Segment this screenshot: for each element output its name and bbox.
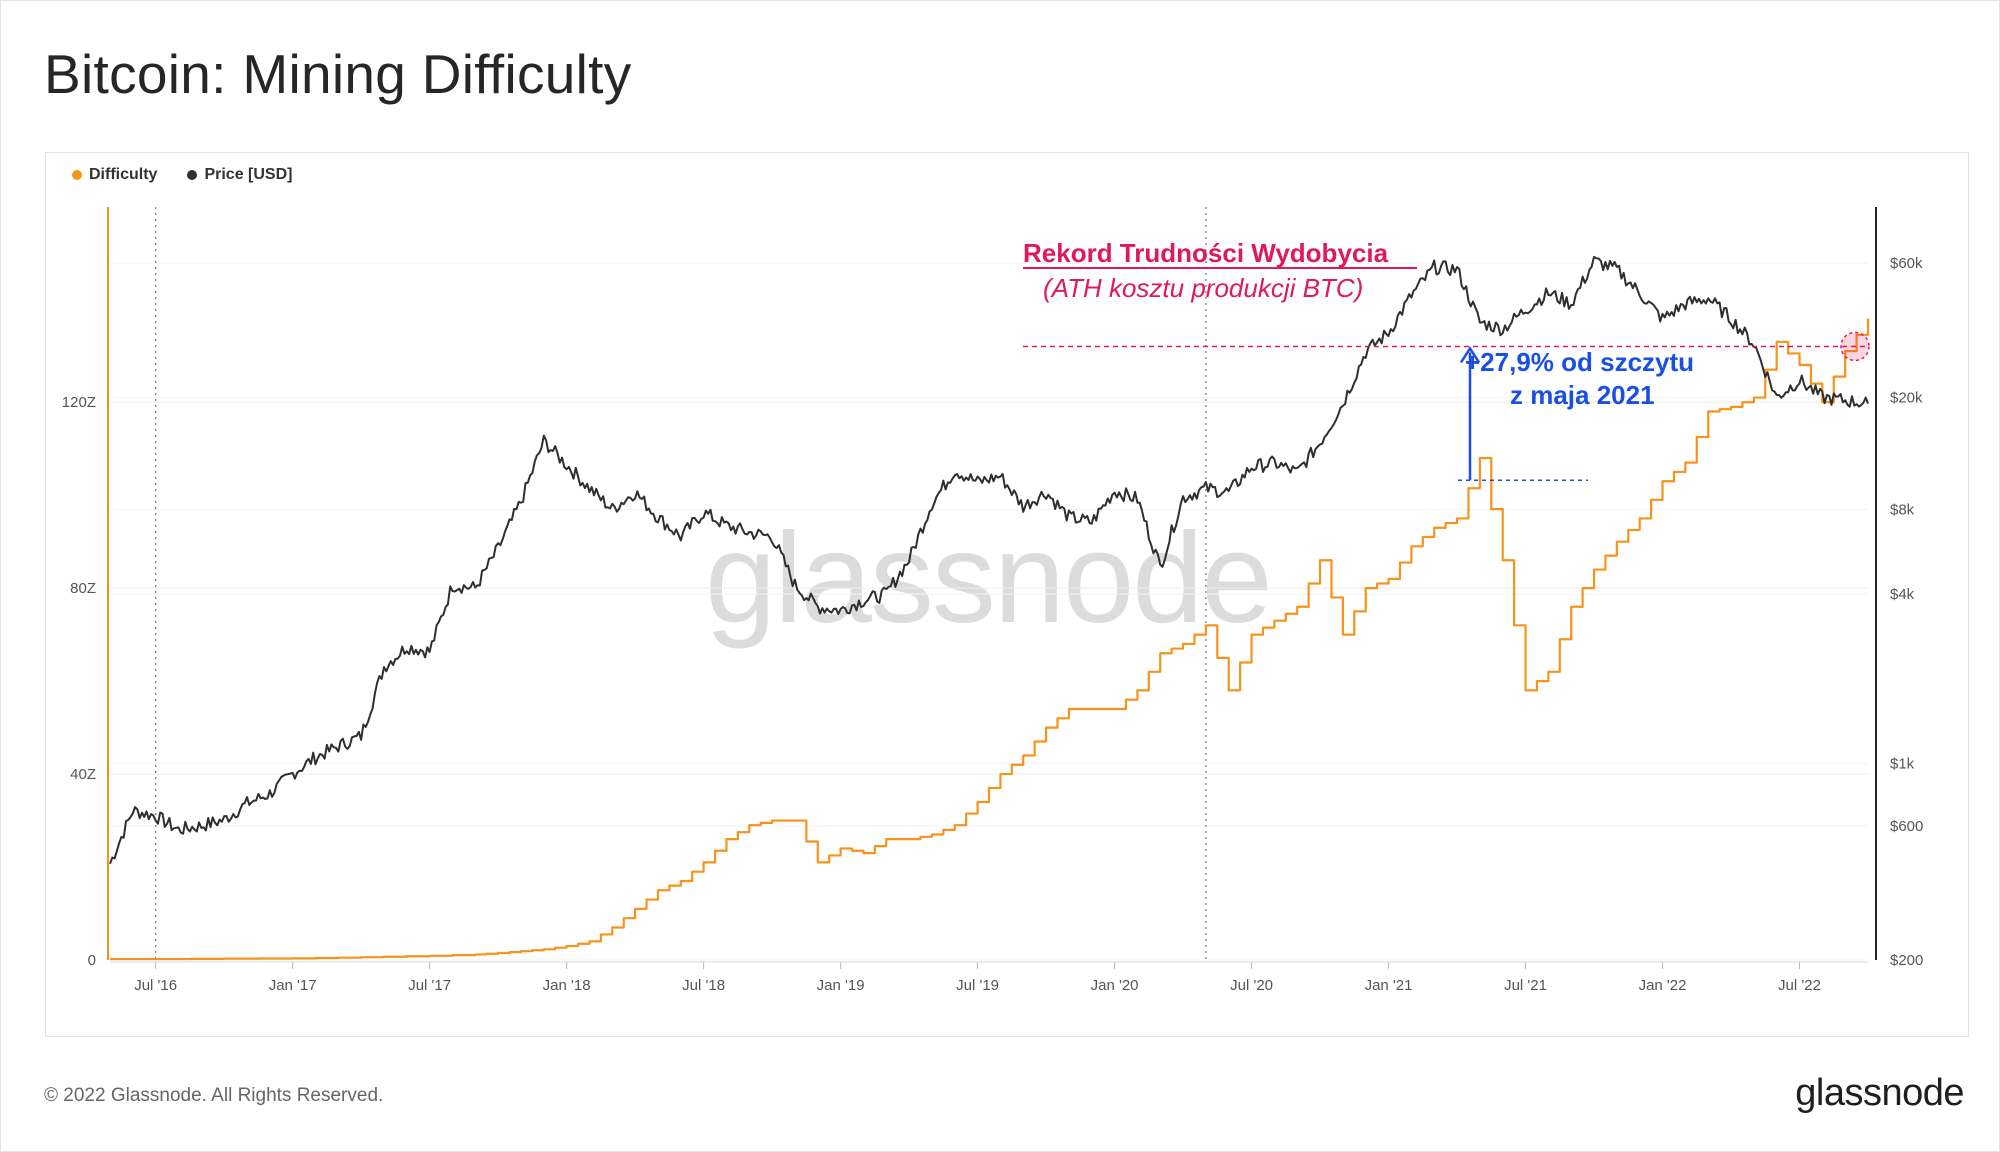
x-tick-label: Jan '18 [543, 977, 591, 994]
right-tick-label: $60k [1890, 255, 1923, 272]
annotation-layer: Rekord Trudności Wydobycia (ATH kosztu p… [1023, 238, 1870, 482]
legend-item-price[interactable]: Price [USD] [187, 166, 292, 184]
grid-layer [110, 262, 1868, 961]
axes: 0 40Z 80Z 120Z $200 $600 $1k $4k $8k $20k $60k Jul … [62, 207, 1923, 994]
series-layer [109, 255, 1870, 961]
legend-dot-difficulty [72, 170, 82, 180]
chart-container [45, 152, 1969, 1037]
footer-logo: glassnode [1795, 1072, 1964, 1114]
legend-dot-price [187, 170, 198, 180]
right-tick-label: $8k [1890, 501, 1915, 518]
price-line [109, 255, 1869, 865]
difficulty-line [110, 318, 1870, 961]
x-tick-label: Jul '19 [956, 977, 999, 994]
change-arrow-head [1459, 346, 1481, 364]
legend-label-price: Price [USD] [204, 166, 293, 183]
right-tick-label: $200 [1890, 952, 1923, 969]
right-tick-label: $4k [1890, 586, 1915, 603]
right-tick-label: $20k [1890, 389, 1923, 406]
annotation-change-line1: +27,9% od szczytu [1465, 347, 1694, 377]
x-tick-label: Jul '20 [1230, 977, 1273, 994]
left-tick-label: 40Z [70, 766, 96, 783]
annotation-change-line2: z maja 2021 [1510, 380, 1655, 410]
record-highlight-circle [1840, 331, 1870, 362]
left-tick-label: 0 [88, 952, 96, 969]
page-title: Bitcoin: Mining Difficulty [44, 43, 632, 105]
x-tick-label: Jan '17 [269, 977, 317, 994]
x-tick-label: Jul '18 [682, 977, 725, 994]
x-tick-label: Jan '22 [1639, 977, 1687, 994]
legend-label-difficulty: Difficulty [89, 166, 158, 183]
right-tick-label: $600 [1890, 818, 1923, 835]
watermark: glassnode [705, 507, 1271, 650]
left-tick-label: 80Z [70, 580, 96, 597]
x-tick-label: Jul '16 [134, 977, 177, 994]
x-tick-label: Jul '21 [1504, 977, 1547, 994]
x-tick-label: Jul '17 [408, 977, 451, 994]
left-tick-label: 120Z [62, 394, 96, 411]
right-tick-label: $1k [1890, 755, 1915, 772]
x-tick-label: Jan '19 [817, 977, 865, 994]
legend-item-difficulty[interactable]: Difficulty [72, 166, 157, 184]
chart-legend: Difficulty Price [USD] [72, 166, 292, 184]
annotation-subtitle: (ATH kosztu produkcji BTC) [1043, 273, 1363, 303]
x-tick-label: Jan '20 [1091, 977, 1139, 994]
annotation-title: Rekord Trudności Wydobycia [1023, 238, 1389, 268]
x-tick-label: Jul '22 [1778, 977, 1821, 994]
footer-copyright: © 2022 Glassnode. All Rights Reserved. [44, 1085, 384, 1106]
x-tick-label: Jan '21 [1365, 977, 1413, 994]
